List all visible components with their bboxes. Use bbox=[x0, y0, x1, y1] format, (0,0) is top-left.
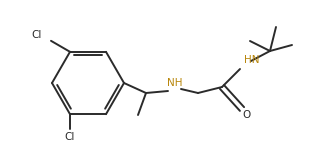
Text: NH: NH bbox=[167, 78, 183, 88]
Text: HN: HN bbox=[244, 55, 259, 65]
Text: Cl: Cl bbox=[31, 30, 42, 40]
Text: Cl: Cl bbox=[65, 132, 75, 142]
Text: O: O bbox=[243, 110, 251, 120]
